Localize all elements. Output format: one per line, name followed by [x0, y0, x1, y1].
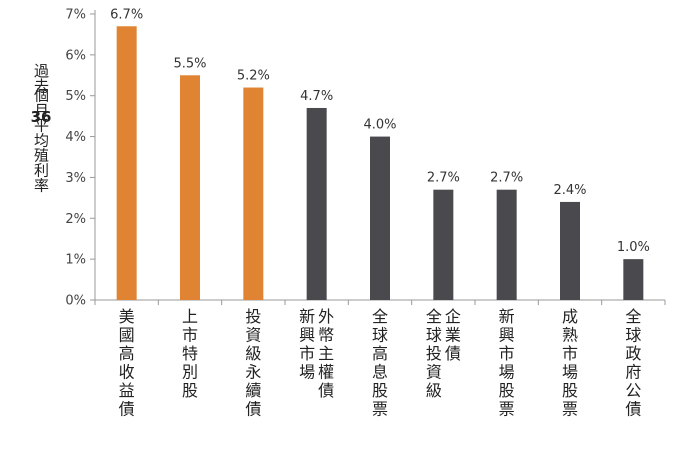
bar-1	[116, 26, 137, 301]
data-label-8: 2.4%	[553, 183, 586, 198]
bar-2	[180, 75, 200, 301]
category-label-column: 外幣主權債	[318, 307, 334, 400]
y-axis-label-part-3: 個月平均殖利率	[32, 88, 50, 193]
category-label-column: 投資級永續債	[245, 307, 261, 419]
category-label-column: 全球政府公債	[625, 307, 641, 419]
y-tick-label: 2%	[65, 212, 86, 227]
bars	[116, 26, 644, 301]
category-label-column: 成熟市場股票	[562, 307, 578, 419]
category-label-7: 新興市場股票	[499, 307, 515, 419]
category-label-5: 全球高息股票	[372, 307, 388, 419]
category-label-2: 上市特別股	[182, 307, 198, 400]
category-label-column: 新興市場股票	[499, 307, 515, 419]
category-label-column: 全球高息股票	[372, 307, 388, 419]
category-label-1: 美國高收益債	[119, 307, 135, 419]
bar-7	[496, 189, 517, 300]
category-label-column: 上市特別股	[182, 307, 198, 400]
data-label-7: 2.7%	[490, 171, 523, 186]
y-axis-ticks: 0% 1% 2% 3% 4% 5% 6% 7%	[65, 8, 95, 309]
category-label-3: 投資級永續債	[245, 307, 261, 419]
category-label-column: 美國高收益債	[119, 307, 135, 419]
category-label-column: 新興市場	[299, 307, 315, 382]
data-label-6: 2.7%	[427, 171, 460, 186]
bar-6	[433, 189, 454, 300]
y-tick-label: 1%	[65, 253, 86, 268]
category-label-9: 全球政府公債	[625, 307, 641, 419]
data-labels: 6.7% 5.5% 5.2% 4.7% 4.0% 2.7% 2.7% 2.4% 1.0%	[110, 7, 650, 255]
data-label-9: 1.0%	[617, 240, 650, 255]
y-axis-label-part-1: 過去	[32, 63, 50, 93]
y-tick-label: 3%	[65, 171, 86, 186]
category-label-column: 企業債	[445, 307, 461, 363]
y-tick-label: 6%	[65, 48, 86, 63]
bar-4	[306, 107, 327, 300]
y-tick-label: 4%	[65, 130, 86, 145]
bar-3	[243, 87, 264, 301]
category-label-8: 成熟市場股票	[562, 307, 578, 419]
y-tick-label: 5%	[65, 89, 86, 104]
data-label-3: 5.2%	[237, 69, 270, 84]
bar-9	[623, 259, 644, 300]
data-label-2: 5.5%	[173, 56, 206, 71]
category-label-column: 全球投資級	[426, 307, 442, 400]
bar-8	[560, 201, 580, 300]
data-label-1: 6.7%	[110, 7, 143, 22]
data-label-4: 4.7%	[300, 89, 333, 104]
data-label-5: 4.0%	[363, 118, 396, 133]
bar-5	[370, 136, 390, 300]
y-tick-label: 0%	[65, 294, 86, 309]
y-axis-label-part-2: 36	[31, 108, 52, 126]
y-tick-label: 7%	[65, 8, 86, 23]
